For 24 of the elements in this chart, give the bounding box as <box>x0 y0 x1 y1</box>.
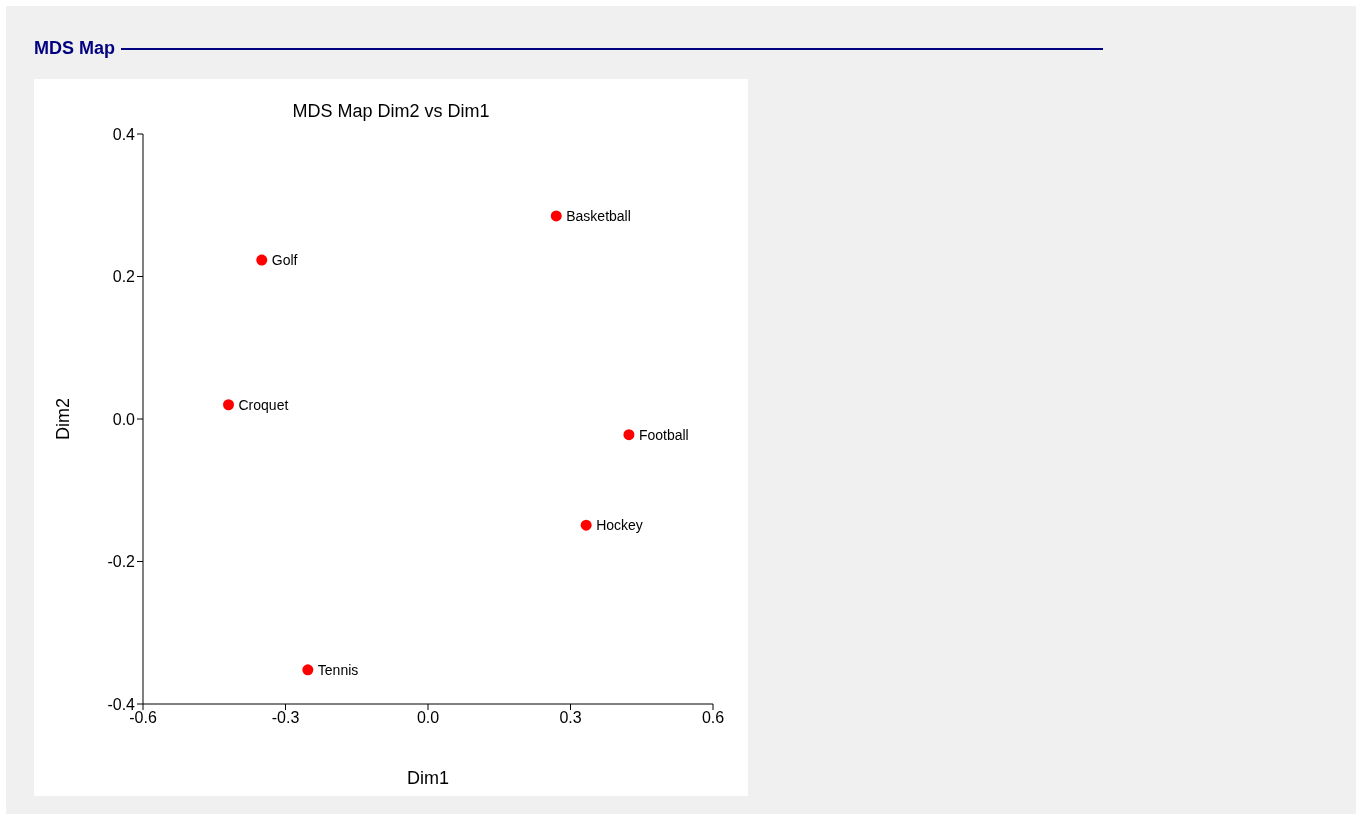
series-label: Hockey <box>596 517 643 534</box>
series-label: Croquet <box>238 396 289 413</box>
x-tick-label: 0.3 <box>559 709 582 727</box>
point <box>256 254 268 266</box>
series-label: Basketball <box>566 207 631 224</box>
series-label: Football <box>638 426 689 443</box>
series-label: Golf <box>271 252 298 269</box>
x-axis-title: Dim1 <box>406 768 450 788</box>
x-tick-label: 0.6 <box>701 709 725 727</box>
x-tick-label: -0.3 <box>271 709 300 727</box>
point <box>223 399 234 411</box>
point <box>623 429 635 441</box>
point <box>302 664 314 676</box>
chart-subtitle: MDS Map Dim2 vs Dim1 <box>291 101 491 122</box>
point <box>550 210 562 222</box>
y-tick-label: 0.2 <box>112 268 136 286</box>
point <box>580 519 592 531</box>
y-tick-label: -0.2 <box>107 553 136 571</box>
y-tick-label: 0.4 <box>112 125 136 143</box>
chart-title: MDS Map <box>34 38 115 59</box>
series-label: Tennis <box>317 661 359 678</box>
y-tick-label: 0.0 <box>112 410 136 428</box>
y-axis-title: Dim2 <box>53 397 74 441</box>
x-tick-label: 0.0 <box>416 709 440 727</box>
